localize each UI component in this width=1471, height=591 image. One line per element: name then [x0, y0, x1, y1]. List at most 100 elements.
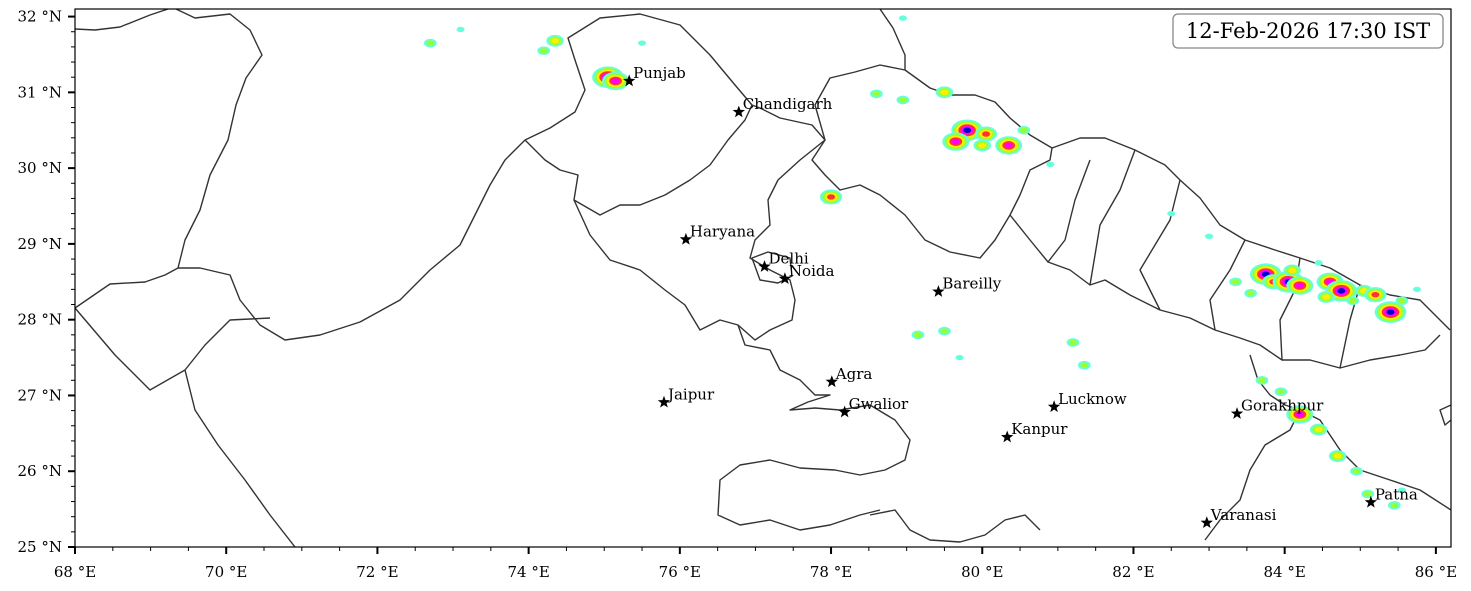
y-axis: 25 °N 26 °N 27 °N 28 °N 29 °N 30 °N 31 °N 32 °N [18, 8, 75, 556]
precip-cell [1374, 301, 1407, 323]
precip-cell [423, 38, 437, 48]
precip-contour [955, 354, 964, 361]
star-icon [825, 375, 838, 388]
precip-contour [1068, 339, 1077, 346]
star-icon [838, 405, 851, 418]
precipitation-layer [423, 15, 1421, 510]
precip-cell [1249, 263, 1282, 286]
precip-cell [1412, 286, 1421, 293]
precip-cell [1328, 450, 1347, 463]
precip-contour [1276, 388, 1285, 395]
precip-cell [456, 26, 465, 33]
precip-cell [1286, 405, 1314, 424]
city-marker: Chandigarh [732, 95, 833, 118]
x-tick-label: 76 °E [659, 563, 701, 581]
precip-cell [1395, 296, 1409, 306]
y-tick-label: 25 °N [18, 538, 62, 556]
city-marker: Gwalior [838, 395, 909, 418]
precip-cell [1046, 161, 1055, 168]
y-tick-label: 26 °N [18, 462, 62, 480]
city-marker: Varanasi [1200, 506, 1277, 528]
precip-contour [978, 142, 987, 149]
precip-cell [1205, 233, 1214, 240]
city-marker: Gorakhpur [1230, 397, 1324, 419]
city-label: Chandigarh [743, 95, 833, 113]
x-tick-label: 80 °E [961, 563, 1003, 581]
x-tick-label: 84 °E [1264, 563, 1306, 581]
precip-cell [1017, 125, 1031, 135]
city-label: Jaipur [666, 385, 715, 403]
precip-cell [1255, 375, 1269, 385]
precip-cell [1317, 290, 1336, 303]
star-icon [758, 260, 771, 272]
precip-cell [1397, 487, 1406, 493]
city-marker: Lucknow [1047, 390, 1127, 413]
y-tick-label: 27 °N [18, 386, 62, 404]
precip-cell [974, 126, 998, 142]
city-label: Varanasi [1210, 506, 1277, 524]
precip-cell [1167, 210, 1176, 217]
star-icon [932, 285, 945, 297]
precip-contour [611, 78, 620, 84]
precip-contour [1205, 233, 1214, 240]
precip-cell [1364, 287, 1387, 303]
precip-cell [1286, 276, 1314, 295]
city-marker: Noida [778, 262, 834, 284]
city-marker: Patna [1364, 485, 1418, 508]
precip-contour [1390, 502, 1399, 509]
timestamp-box: 12-Feb-2026 17:30 IST [1172, 13, 1444, 49]
precip-contour [426, 40, 435, 46]
star-icon [1230, 407, 1244, 419]
precip-cell [1350, 466, 1363, 476]
precip-contour [1314, 426, 1323, 433]
precip-cell [602, 71, 630, 91]
precip-cell [938, 326, 951, 336]
precip-contour [1288, 267, 1297, 274]
precip-contour [1019, 127, 1028, 133]
x-tick-label: 82 °E [1112, 563, 1154, 581]
precip-contour [1363, 491, 1372, 497]
x-tick-label: 72 °E [356, 563, 398, 581]
x-tick-label: 68 °E [54, 563, 96, 581]
y-tick-label: 30 °N [18, 159, 62, 177]
precip-contour [1004, 142, 1013, 149]
precip-contour [1386, 309, 1395, 315]
city-label: Haryana [690, 222, 755, 240]
star-icon [1001, 430, 1014, 443]
precip-contour [827, 194, 836, 200]
precip-cell [1325, 280, 1358, 302]
precip-cell [973, 139, 992, 152]
precip-cell [1309, 423, 1328, 436]
precip-contour [551, 38, 560, 44]
state-borders [75, 9, 1451, 547]
city-label: Kanpur [1011, 420, 1068, 438]
precip-cell [537, 46, 551, 56]
precip-cell [1244, 288, 1258, 298]
x-axis: 68 °E 70 °E 72 °E 74 °E 76 °E 78 °E 80 °E 82 °E… [54, 547, 1457, 581]
precip-cell [1346, 296, 1360, 306]
precip-cell [1077, 360, 1091, 370]
precip-contour [1352, 468, 1361, 474]
precip-contour [1397, 298, 1406, 304]
star-icon [1200, 516, 1213, 528]
precip-contour [1412, 286, 1421, 293]
precip-contour [1295, 411, 1304, 418]
star-icon [778, 272, 792, 284]
precip-contour [1167, 210, 1176, 217]
precip-contour [951, 138, 960, 145]
precip-cell [896, 95, 910, 105]
x-tick-label: 74 °E [507, 563, 549, 581]
city-marker: Agra [825, 365, 872, 388]
precip-contour [1080, 362, 1089, 368]
precip-contour [1371, 291, 1380, 298]
city-marker: Bareilly [932, 275, 1002, 297]
precip-cell [1229, 277, 1242, 287]
city-marker: Kanpur [1001, 420, 1068, 443]
precip-cell [1274, 387, 1288, 396]
plot-frame [74, 8, 1452, 548]
precip-contour [940, 89, 949, 96]
city-label: Gorakhpur [1241, 397, 1324, 415]
precip-cell [942, 132, 970, 151]
